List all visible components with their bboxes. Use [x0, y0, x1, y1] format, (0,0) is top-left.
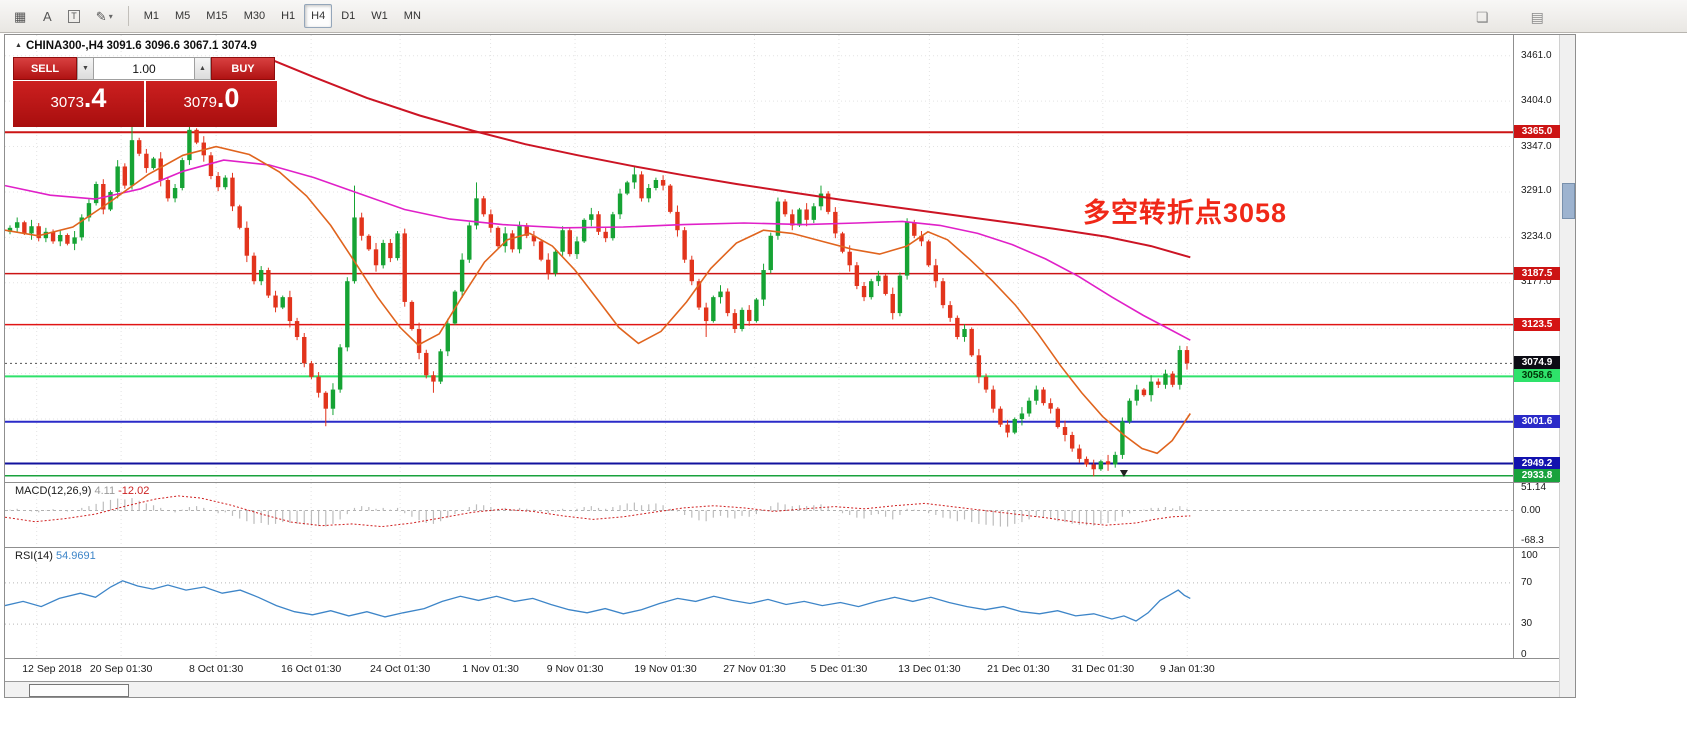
time-axis-label: 13 Dec 01:30 — [898, 663, 961, 675]
horizontal-scrollbar-thumb[interactable] — [29, 684, 129, 697]
price-level-badge: 3001.6 — [1514, 414, 1560, 428]
buy-price-main: 3079 — [183, 94, 217, 111]
time-axis-label: 31 Dec 01:30 — [1071, 663, 1135, 675]
grid-tool-icon: ▦ — [14, 8, 27, 24]
ma-mid-line — [5, 159, 1191, 341]
price-level-badge: 3365.0 — [1514, 125, 1560, 139]
timeframe-M30[interactable]: M30 — [237, 4, 272, 28]
cursor-tool-button[interactable]: A — [35, 4, 59, 28]
low-marker-arrow-icon — [1119, 470, 1128, 478]
collapse-icon[interactable]: ▲ — [15, 42, 22, 49]
cascade-windows-button[interactable]: ▤ — [1524, 5, 1551, 29]
text-tool-button[interactable]: T — [61, 4, 87, 28]
price-scale-label: 3177.0 — [1521, 276, 1552, 287]
time-axis-label: 9 Nov 01:30 — [546, 663, 604, 675]
rsi-scale-label: 100 — [1521, 550, 1538, 561]
time-axis-label: 19 Nov 01:30 — [634, 663, 697, 675]
rsi-scale-label: 0 — [1521, 649, 1527, 660]
draw-tool-icon: ✎ — [95, 8, 107, 24]
time-axis-label: 9 Jan 01:30 — [1159, 663, 1215, 675]
macd-scale-label: 0.00 — [1521, 504, 1541, 516]
draw-tool-button[interactable]: ✎ ▾ — [89, 4, 120, 28]
time-axis-label: 5 Dec 01:30 — [810, 663, 868, 675]
macd-signal-line — [5, 495, 1191, 528]
timeframe-M5[interactable]: M5 — [168, 4, 197, 28]
time-axis-label: 12 Sep 2018 — [22, 663, 82, 675]
rsi-indicator-label: RSI(14) 54.9691 — [15, 550, 96, 562]
price-scale-label: 3404.0 — [1521, 95, 1552, 107]
rsi-scale-label: 70 — [1521, 576, 1533, 588]
sell-price-pips: .4 — [83, 83, 107, 113]
price-scale-label: 3461.0 — [1521, 49, 1552, 61]
price-level-badge: 2933.8 — [1514, 468, 1560, 482]
grid-tool-button[interactable]: ▦ — [7, 4, 33, 28]
volume-decrease-button[interactable]: ▼ — [77, 57, 94, 80]
tile-windows-icon: ❏ — [1476, 9, 1489, 25]
timeframe-H1[interactable]: H1 — [274, 4, 302, 28]
timeframe-H4[interactable]: H4 — [304, 4, 333, 28]
rsi-name: RSI(14) — [15, 550, 53, 562]
timeframe-MN[interactable]: MN — [397, 4, 428, 28]
symbol-label: CHINA300-,H4 — [25, 40, 104, 52]
buy-button[interactable]: BUY — [211, 57, 275, 80]
rsi-scale-label: 30 — [1521, 618, 1533, 630]
one-click-trading-panel: SELL ▼ ▲ BUY 3073.4 3079.0 — [13, 57, 277, 127]
vertical-scrollbar[interactable] — [1559, 35, 1575, 697]
price-level-badge: 3123.5 — [1514, 317, 1560, 331]
time-axis-label: 8 Oct 01:30 — [188, 663, 244, 675]
chart-title: ▲ CHINA300-,H4 3091.6 3096.6 3067.1 3074.… — [15, 40, 257, 52]
ma-fast-line — [5, 145, 1191, 455]
chart-window[interactable]: ▲ CHINA300-,H4 3091.6 3096.6 3067.1 3074.… — [4, 34, 1576, 698]
macd-scale-label: -68.3 — [1521, 534, 1544, 546]
sell-price-box[interactable]: 3073.4 — [13, 81, 144, 127]
ma-slow-line — [267, 57, 1191, 259]
tile-windows-button[interactable]: ❏ — [1469, 5, 1496, 29]
window-tools-group: ❏ ▤ — [1468, 5, 1552, 29]
price-scale-label: 3347.0 — [1521, 140, 1552, 152]
time-axis-label: 24 Oct 01:30 — [370, 663, 431, 675]
candles — [7, 110, 1190, 477]
price-scale-label: 3234.0 — [1521, 230, 1552, 242]
time-axis-label: 20 Sep 01:30 — [89, 663, 153, 675]
vertical-scrollbar-thumb[interactable] — [1562, 183, 1575, 219]
macd-scale-label: 51.14 — [1521, 481, 1547, 493]
sell-price-main: 3073 — [50, 94, 84, 111]
time-axis-label: 1 Nov 01:30 — [462, 663, 519, 675]
cascade-windows-icon: ▤ — [1530, 9, 1544, 25]
timeframe-D1[interactable]: D1 — [334, 4, 362, 28]
buy-price-box[interactable]: 3079.0 — [146, 81, 277, 127]
rsi-value: 54.9691 — [55, 550, 96, 562]
time-axis-label: 21 Dec 01:30 — [987, 663, 1050, 675]
main-toolbar: ▦ A T ✎ ▾ M1 M5 M15 M30 H1 H4 D1 W1 MN ❏ ▤ — [0, 0, 1687, 33]
toolbar-separator — [127, 6, 129, 26]
time-axis-label: 16 Oct 01:30 — [281, 663, 342, 675]
buy-price-pips: .0 — [216, 83, 240, 113]
macd-indicator-label: MACD(12,26,9) 4.11 -12.02 — [15, 485, 149, 497]
cursor-tool-icon: A — [42, 8, 52, 24]
sell-button[interactable]: SELL — [13, 57, 77, 80]
drawing-tools-group: ▦ A T ✎ ▾ — [6, 4, 121, 28]
chart-canvas[interactable] — [5, 35, 1575, 659]
price-level-badge: 2949.2 — [1514, 456, 1560, 470]
price-level-badge: 3058.6 — [1514, 369, 1560, 383]
dropdown-arrow-icon: ▾ — [108, 11, 113, 21]
current-price-badge: 3074.9 — [1514, 356, 1560, 370]
macd-signal-value: -12.02 — [118, 485, 150, 497]
horizontal-scrollbar[interactable] — [5, 681, 1575, 697]
timeframe-group: M1 M5 M15 M30 H1 H4 D1 W1 MN — [136, 4, 429, 28]
volume-input[interactable] — [94, 57, 194, 80]
volume-increase-button[interactable]: ▲ — [194, 57, 211, 80]
chart-annotation: 多空转折点3058 — [1083, 198, 1288, 228]
time-axis-label: 27 Nov 01:30 — [723, 663, 786, 675]
macd-main-value: 4.11 — [94, 485, 116, 497]
timeframe-M1[interactable]: M1 — [137, 4, 166, 28]
price-scale-label: 3291.0 — [1521, 185, 1552, 197]
macd-name: MACD(12,26,9) — [15, 485, 92, 497]
rsi-line — [5, 580, 1191, 622]
timeframe-W1[interactable]: W1 — [364, 4, 395, 28]
price-level-badge: 3187.5 — [1514, 266, 1560, 280]
text-tool-icon: T — [68, 9, 80, 23]
ohlc-values: 3091.6 3096.6 3067.1 3074.9 — [106, 40, 257, 52]
timeframe-M15[interactable]: M15 — [199, 4, 234, 28]
